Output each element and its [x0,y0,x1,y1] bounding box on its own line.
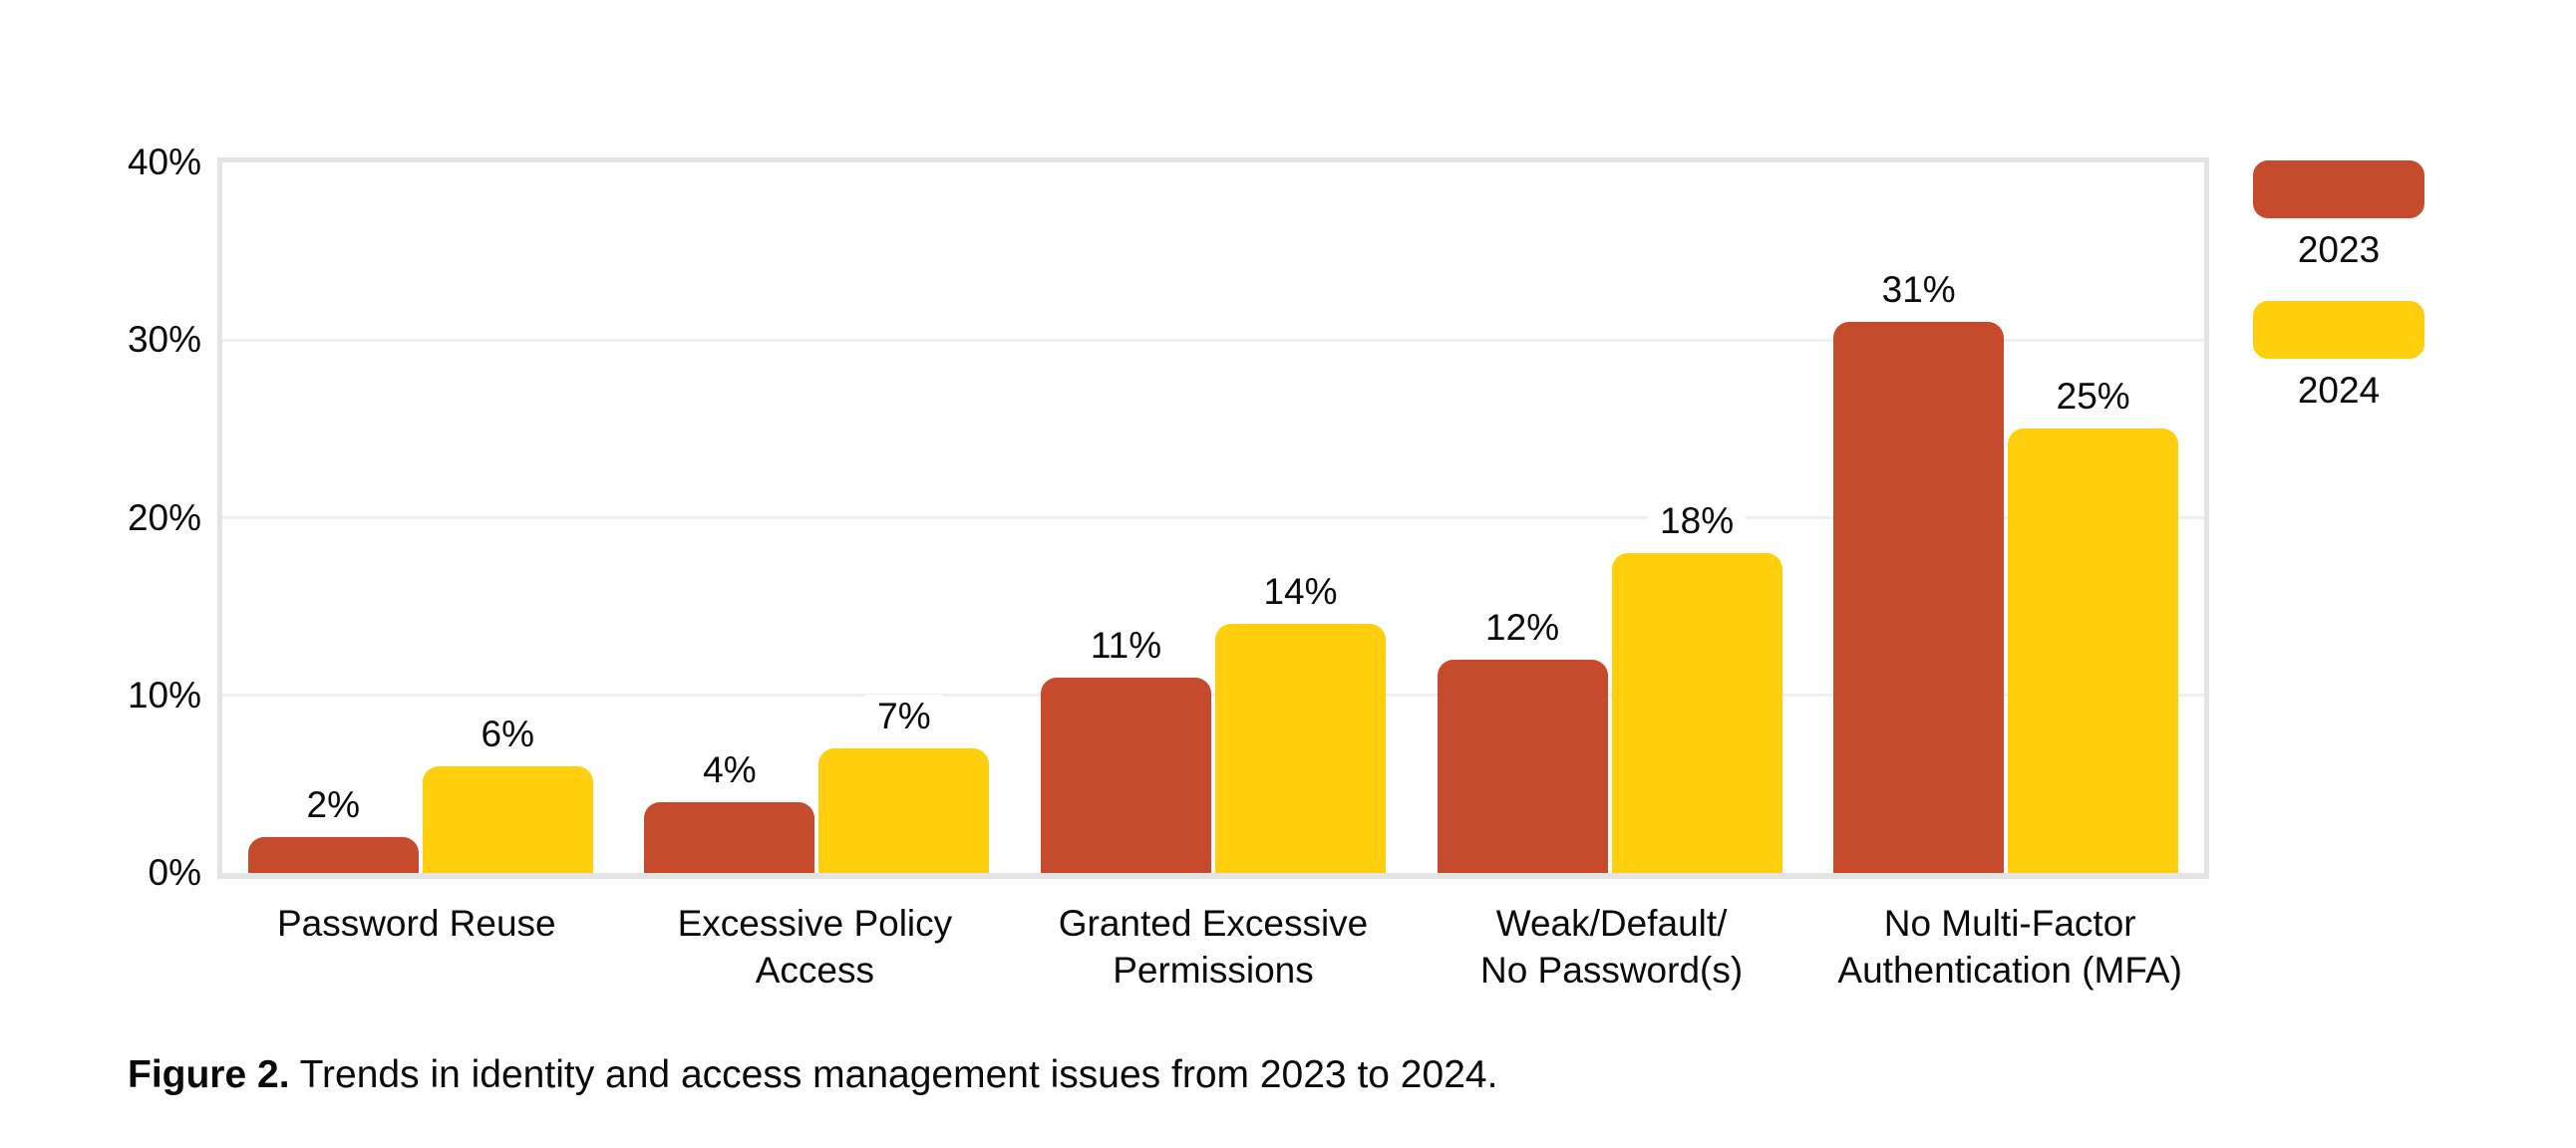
value-label: 12% [1473,606,1572,651]
y-tick-label: 40% [127,142,201,182]
gridline-20% [222,516,2204,519]
bar-2024: 6% [422,713,593,873]
bar-2023: 4% [644,747,815,873]
category-label: Password Reuse [276,903,556,944]
bar-2023: 11% [1040,623,1211,873]
value-label: 4% [691,747,769,792]
gridline-10% [222,694,2204,698]
category-label: No Multi-Factor Authentication (MFA) [1837,903,2182,991]
bar-2023: 12% [1437,606,1608,873]
value-label: 31% [1869,268,1968,313]
legend-label-2023: 2023 [2297,229,2381,270]
y-tick-label: 30% [127,319,201,361]
x-axis-labels: Password Reuse Excessive Policy Access Gra… [217,900,2209,994]
value-label: 18% [1648,499,1747,544]
gridlines [222,162,2204,873]
plot-area: 2% 6% 4% 7% 11% 14% 12% 18% 31% 25% [217,157,2209,879]
caption-text: Trends in identity and access management… [289,1053,1498,1096]
value-label: 11% [1078,623,1174,668]
bar-2023: 2% [247,783,419,873]
y-tick-label: 0% [148,852,201,893]
bar-groups: 2% 6% 4% 7% 11% 14% 12% 18% 31% 25% [222,162,2204,873]
bar-group: 11% 14% [1015,162,1412,873]
caption-figure-number: Figure 2. [128,1053,290,1096]
value-label: 7% [865,695,943,739]
category-label: Weak/Default/ No Password(s) [1479,903,1744,991]
bar-group: 31% 25% [1807,162,2204,873]
y-tick-label: 20% [127,496,201,538]
bar-2024: 14% [1214,570,1386,873]
y-tick-label: 10% [127,674,201,716]
legend: 2023 2024 [2253,160,2424,415]
bar-group: 2% 6% [222,162,619,873]
bar-2023: 31% [1833,268,2005,873]
gridline-30% [222,338,2204,342]
bar-2024: 7% [818,695,990,873]
category-label: Excessive Policy Access [677,903,953,991]
value-label: 2% [294,783,373,828]
legend-label-2024: 2024 [2297,370,2381,411]
legend-swatch-2023 [2253,160,2424,218]
value-label: 6% [469,713,547,757]
bar-2024: 25% [2008,375,2179,873]
category-label: Granted Excessive Permissions [1058,903,1369,991]
bar-group: 12% 18% [1412,162,1808,873]
legend-item-2023: 2023 [2253,160,2424,274]
bar-2024: 18% [1611,499,1782,873]
y-axis-labels: 0% 10% 20% 30% 40% [0,0,201,1148]
value-label: 25% [2044,375,2142,420]
legend-swatch-2024 [2253,301,2424,359]
bar-group: 4% 7% [619,162,1016,873]
value-label: 14% [1251,570,1350,615]
figure-caption: Figure 2. Trends in identity and access … [128,1050,1497,1100]
legend-item-2024: 2024 [2253,301,2424,415]
